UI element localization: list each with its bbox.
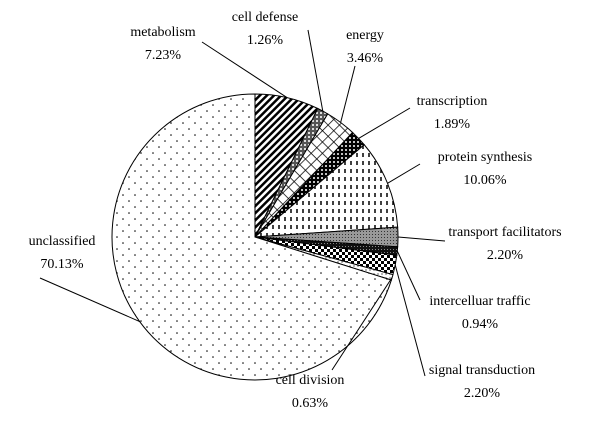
value-label: 3.46%	[347, 51, 384, 66]
value-label: 2.20%	[464, 386, 501, 401]
leader-line	[39, 277, 140, 322]
leader-line	[358, 107, 411, 139]
slice-label: metabolism	[130, 25, 195, 40]
leader-line	[340, 65, 356, 123]
leader-line	[387, 163, 421, 184]
slice-label: cell defense	[232, 10, 298, 25]
slice-label: cell division	[276, 373, 345, 388]
leader-line	[396, 250, 421, 301]
pie	[111, 93, 399, 381]
leader-line	[394, 264, 426, 377]
value-label: 10.06%	[463, 173, 507, 188]
value-label: 7.23%	[145, 48, 182, 63]
value-label: 2.20%	[487, 248, 524, 263]
leader-line	[307, 29, 324, 112]
slice-label: unclassified	[29, 234, 96, 249]
slice-label: transcription	[417, 94, 488, 109]
value-label: 0.63%	[292, 396, 329, 411]
slice-label: signal transduction	[429, 363, 535, 378]
value-label: 70.13%	[40, 257, 84, 272]
slice-label: energy	[346, 28, 384, 43]
value-label: 0.94%	[462, 317, 499, 332]
leader-line	[201, 41, 288, 99]
labels: metabolism 7.23% cell defense 1.26% energy 3.…	[29, 10, 562, 411]
leader-line	[397, 236, 446, 242]
value-label: 1.89%	[434, 117, 471, 132]
slice-label: transport facilitators	[448, 225, 561, 240]
leader-line	[331, 277, 393, 371]
slice-label: protein synthesis	[438, 150, 533, 165]
slice-label: intercelluar traffic	[429, 294, 530, 309]
value-label: 1.26%	[247, 33, 284, 48]
